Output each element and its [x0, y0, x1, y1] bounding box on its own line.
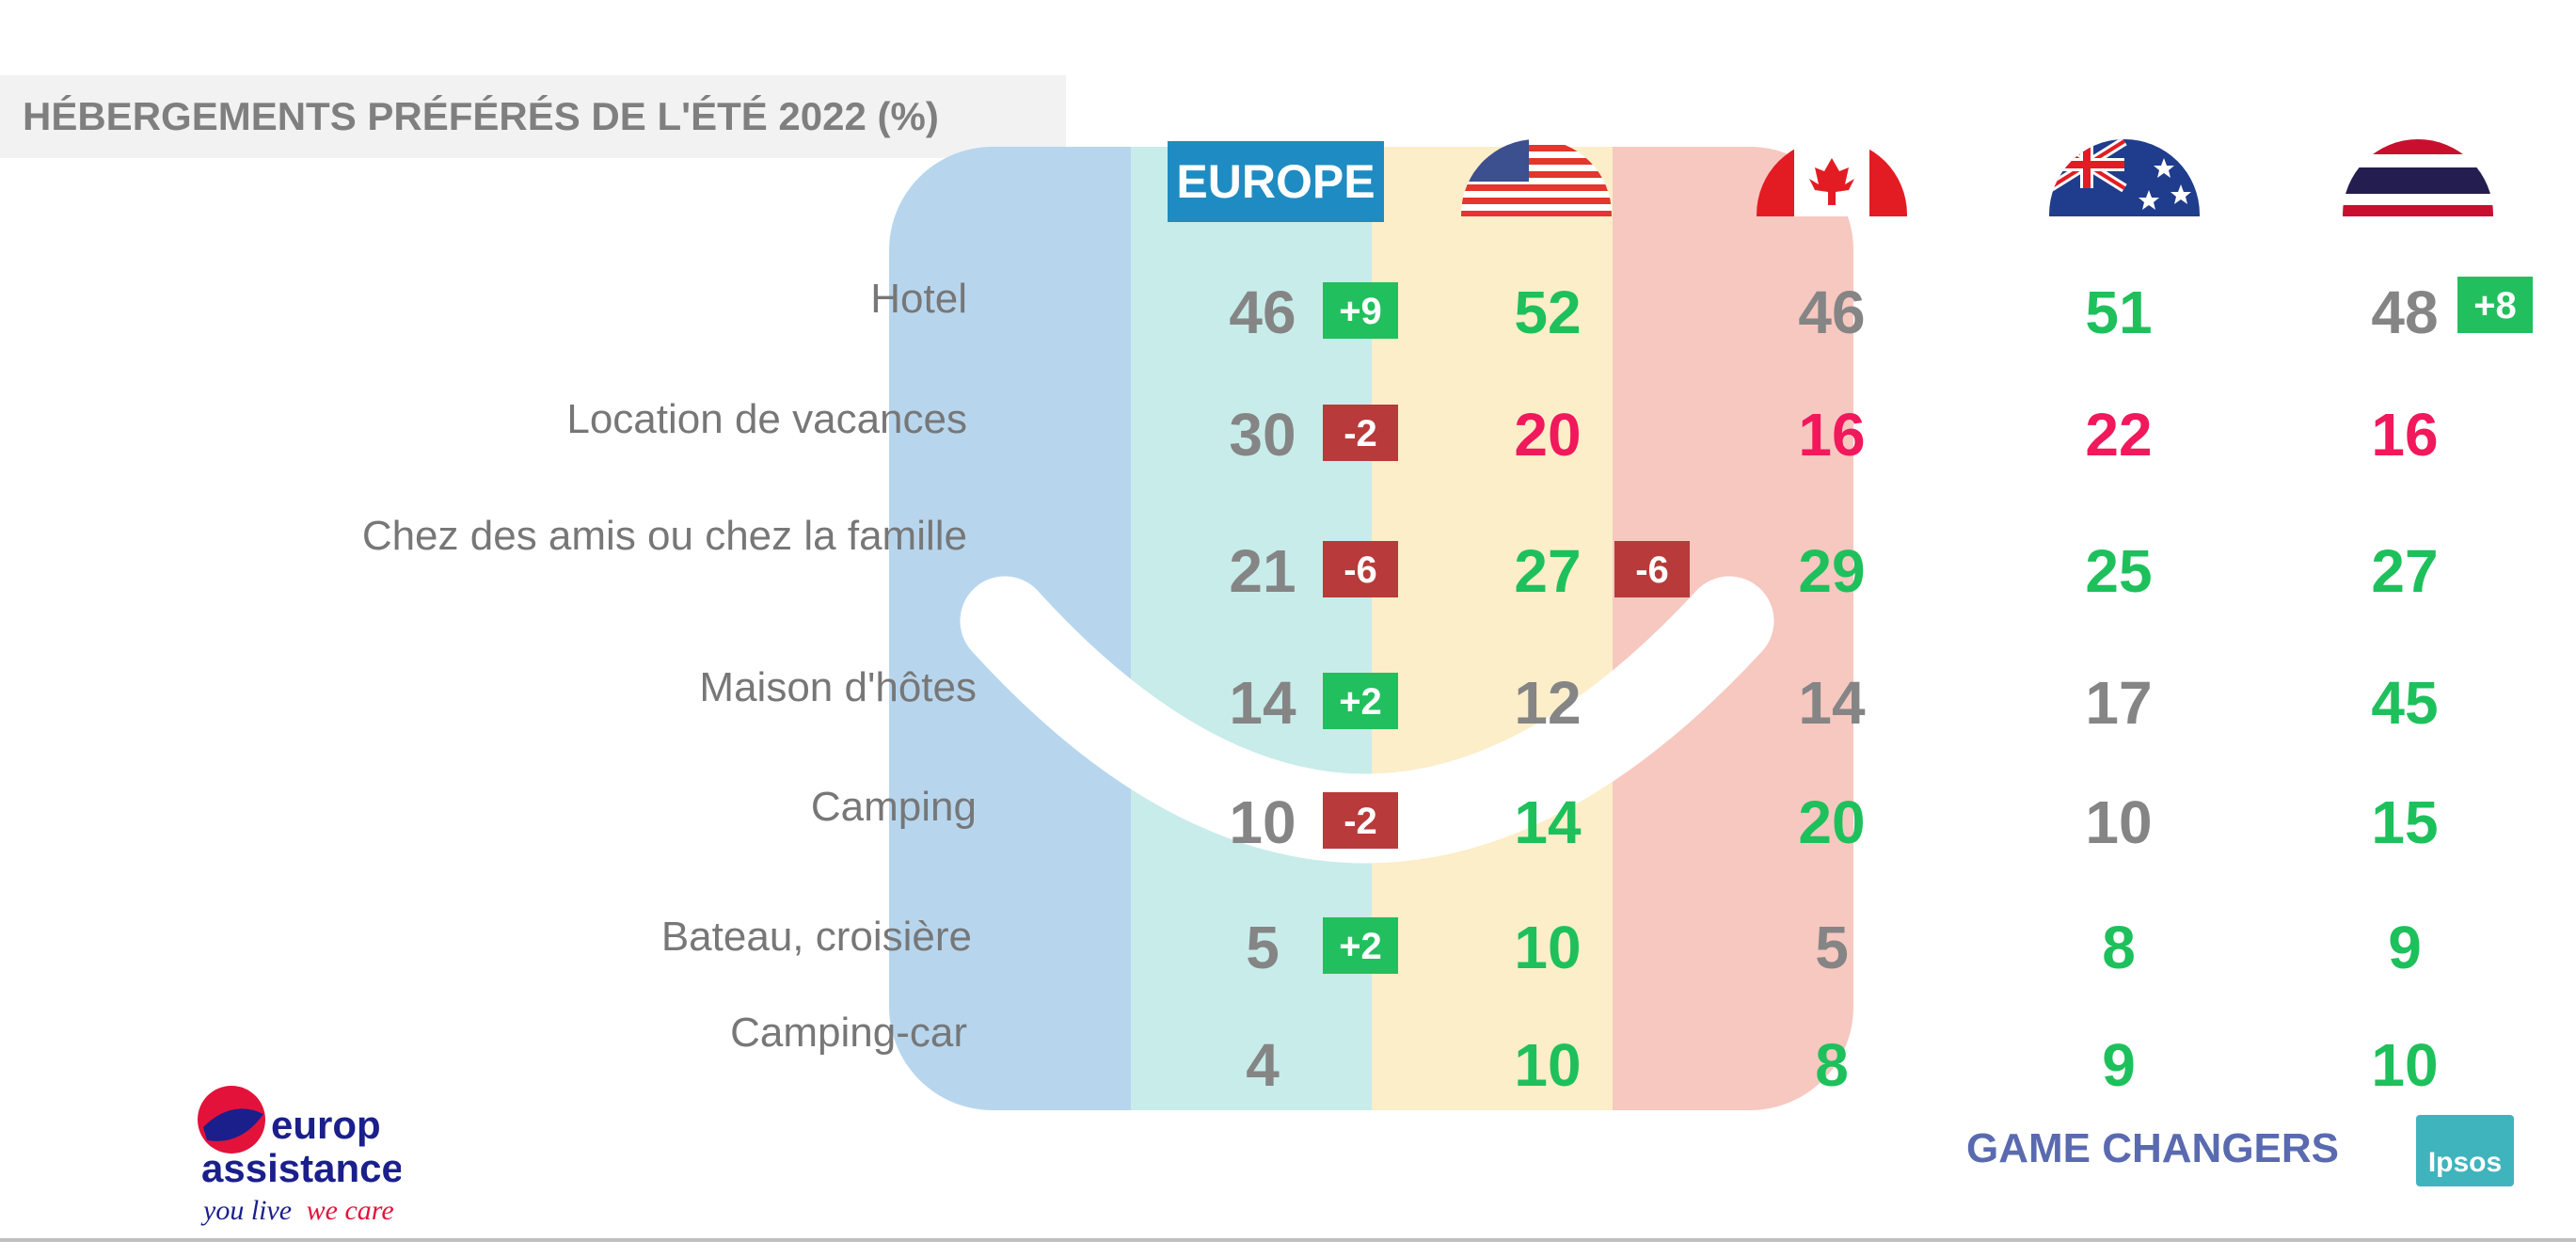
change-badges: +9 -2 -6 -6 +2 -2 +2 +8 [1323, 277, 2533, 974]
value-cell-r0-c1: 52 [1514, 278, 1581, 346]
category-label-camping-car: Camping-car [730, 1010, 967, 1056]
change-badge-text-6: +2 [1339, 926, 1382, 967]
change-badge-down-1: -2 [1323, 405, 1398, 461]
value-cell-r4-c3: 10 [2085, 788, 2152, 856]
value-cell-r1-c2: 16 [1798, 401, 1865, 469]
value-cell-r2-c0: 21 [1229, 537, 1296, 605]
change-badge-up-4: +2 [1323, 673, 1398, 729]
canada-flag-icon [1757, 139, 1907, 216]
tagline-we-care: we care [307, 1195, 394, 1226]
change-badge-text-3: -6 [1635, 549, 1669, 591]
game-changers-label: GAME CHANGERS [1966, 1125, 2340, 1171]
ipsos-logo: Ipsos [2416, 1115, 2514, 1186]
value-cell-r3-c4: 45 [2371, 669, 2438, 737]
australia-flag-icon [2049, 139, 2200, 216]
change-badge-text-4: +2 [1339, 681, 1382, 723]
change-badge-text-0: +9 [1339, 291, 1382, 332]
change-badge-down-5: -2 [1323, 792, 1398, 849]
ipsos-logo-text: Ipsos [2427, 1147, 2503, 1178]
value-cell-r4-c4: 15 [2371, 788, 2438, 856]
category-label-chez-des-amis: Chez des amis ou chez la famille [362, 513, 967, 559]
category-label-maison-d-hotes: Maison d'hôtes [699, 664, 977, 710]
value-cell-r3-c3: 17 [2085, 669, 2152, 737]
value-cell-r6-c1: 10 [1514, 1031, 1581, 1099]
europe-header-label: EUROPE [1176, 155, 1375, 208]
value-cell-r6-c2: 8 [1815, 1031, 1849, 1099]
title-bar: HÉBERGEMENTS PRÉFÉRÉS DE L'ÉTÉ 2022 (%) [0, 75, 1066, 158]
brand-line-2: assistance [201, 1146, 401, 1190]
category-labels: Hotel Location de vacances Chez des amis… [362, 276, 977, 1056]
value-cell-r6-c0: 4 [1246, 1031, 1280, 1099]
value-cell-r2-c3: 25 [2085, 537, 2152, 605]
category-label-location-de-vacances: Location de vacances [566, 396, 967, 442]
change-badge-text-5: -2 [1344, 801, 1377, 842]
svg-text:you live we care: you live we care [200, 1195, 394, 1226]
value-cell-r5-c0: 5 [1246, 914, 1280, 981]
value-cell-r6-c4: 10 [2371, 1031, 2438, 1099]
change-badge-text-7: +8 [2473, 285, 2517, 326]
change-badge-text-1: -2 [1344, 413, 1377, 454]
value-cell-r2-c1: 27 [1514, 537, 1581, 605]
change-badge-down-2: -6 [1323, 541, 1398, 597]
category-label-bateau-croisiere: Bateau, croisière [661, 914, 972, 960]
category-label-camping: Camping [811, 784, 977, 830]
value-cell-r6-c3: 9 [2102, 1031, 2136, 1099]
value-cell-r1-c0: 30 [1229, 401, 1296, 469]
value-cell-r0-c4: 48 [2371, 278, 2438, 346]
value-cell-r1-c3: 22 [2085, 401, 2152, 469]
value-cell-r3-c1: 12 [1514, 669, 1581, 737]
europe-header-box [1168, 141, 1384, 222]
brand-line-1: europ [271, 1103, 381, 1147]
change-badge-up-6: +2 [1323, 917, 1398, 974]
value-cell-r4-c0: 10 [1229, 788, 1296, 856]
value-cell-r3-c2: 14 [1798, 669, 1866, 737]
europ-assistance-logo: europ assistance you live we care [194, 1080, 404, 1231]
change-badge-down-3: -6 [1614, 541, 1690, 597]
value-cell-r2-c2: 29 [1798, 537, 1865, 605]
value-cell-r0-c0: 46 [1229, 278, 1296, 346]
value-cell-r3-c0: 14 [1229, 669, 1296, 737]
value-cell-r1-c1: 20 [1514, 401, 1581, 469]
value-cells: 46 30 21 14 10 5 4 52 20 27 12 14 10 10 46 16 29 14 20 5 8 51… [1229, 278, 2438, 1099]
category-label-hotel: Hotel [870, 276, 967, 322]
value-cell-r5-c1: 10 [1514, 914, 1581, 981]
value-cell-r5-c4: 9 [2388, 914, 2422, 981]
value-cell-r4-c1: 14 [1514, 788, 1582, 856]
change-badge-up-0: +9 [1323, 282, 1398, 339]
value-cell-r0-c2: 46 [1798, 278, 1865, 346]
change-badge-text-2: -6 [1344, 549, 1377, 591]
value-cell-r1-c4: 16 [2371, 401, 2438, 469]
chart-title: HÉBERGEMENTS PRÉFÉRÉS DE L'ÉTÉ 2022 (%) [23, 94, 939, 138]
value-cell-r4-c2: 20 [1798, 788, 1865, 856]
thailand-flag-icon [2343, 139, 2493, 216]
bottom-rule [0, 1238, 2576, 1242]
value-cell-r0-c3: 51 [2085, 278, 2152, 346]
value-cell-r5-c3: 8 [2102, 914, 2136, 981]
change-badge-up-7: +8 [2457, 277, 2533, 333]
value-cell-r5-c2: 5 [1815, 914, 1849, 981]
tagline-you-live: you live [200, 1195, 292, 1226]
value-cell-r2-c4: 27 [2371, 537, 2438, 605]
